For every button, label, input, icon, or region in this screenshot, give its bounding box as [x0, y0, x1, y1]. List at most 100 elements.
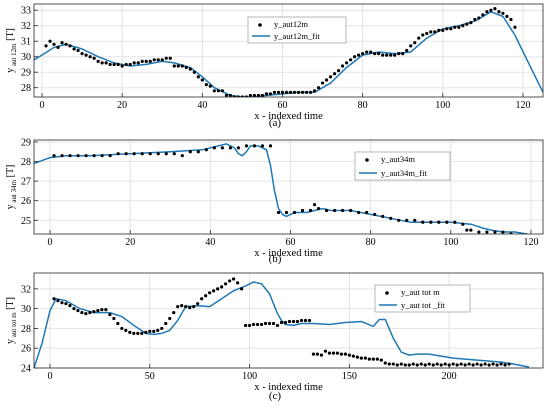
- data-point: [96, 309, 100, 313]
- legend-label-points: y_aut12m: [274, 19, 308, 29]
- data-point: [461, 222, 465, 226]
- data-point: [311, 352, 316, 356]
- data-point: [493, 230, 497, 234]
- x-tick-label: 100: [435, 100, 450, 111]
- data-point: [379, 358, 383, 362]
- y-tick-label: 28: [21, 157, 31, 168]
- data-point: [509, 17, 513, 22]
- data-point: [244, 144, 249, 148]
- legend: y_aut tot m y_aut tot _fit: [374, 284, 471, 313]
- axes-box: [33, 3, 544, 98]
- data-point: [148, 329, 152, 333]
- data-point: [208, 84, 212, 88]
- legend-marker-points: [258, 23, 262, 27]
- data-point: [292, 90, 297, 94]
- y-axis-label-sub: aut 34m: [10, 179, 18, 204]
- data-point: [483, 362, 487, 366]
- data-point: [316, 86, 321, 90]
- data-point: [104, 308, 108, 312]
- data-point: [268, 92, 273, 96]
- data-point: [100, 61, 104, 65]
- data-point: [292, 210, 297, 215]
- data-point: [501, 230, 505, 234]
- y-tick-label: 25: [21, 216, 31, 227]
- data-point: [140, 59, 144, 63]
- data-point: [495, 363, 499, 367]
- axes-box: [33, 272, 544, 369]
- x-tick-label: 120: [515, 100, 530, 111]
- data-point: [200, 78, 204, 82]
- data-point: [477, 230, 481, 234]
- legend-label-points: y_aut tot m: [401, 287, 440, 297]
- data-point: [327, 351, 332, 355]
- data-point: [437, 220, 441, 224]
- data-point: [255, 322, 260, 327]
- data-point: [357, 210, 361, 215]
- fit-line: [34, 143, 529, 234]
- data-point: [160, 326, 164, 331]
- y-tick-label: 26: [21, 196, 31, 207]
- data-point: [369, 50, 373, 54]
- data-point: [92, 154, 96, 158]
- data-point: [112, 316, 116, 321]
- data-point: [160, 58, 164, 62]
- data-point: [381, 53, 385, 57]
- x-tick-label: 100: [443, 237, 458, 248]
- data-point: [477, 16, 481, 20]
- data-point: [108, 62, 112, 67]
- data-point: [228, 279, 232, 283]
- y-axis-label-sub: aut tot m: [10, 312, 18, 339]
- data-point: [212, 289, 216, 293]
- data-area: [34, 7, 543, 97]
- data-point: [200, 297, 204, 301]
- data-point: [252, 93, 257, 97]
- data-point: [465, 22, 469, 26]
- data-point: [308, 90, 313, 94]
- data-point: [168, 56, 172, 60]
- chart-panel-2: 0 20 40 60 80 100 120 25 26 27 28 29 x - indexed tim…: [5, 137, 544, 265]
- data-point: [397, 218, 401, 222]
- data-point: [263, 321, 268, 326]
- data-point: [324, 78, 329, 82]
- data-point: [256, 93, 261, 97]
- data-area: [34, 143, 529, 234]
- y-axis-label-sub: aut 12m: [10, 43, 18, 68]
- data-point: [264, 92, 269, 96]
- data-point: [375, 357, 379, 361]
- y-tick-label: 24: [21, 364, 31, 375]
- data-point: [332, 208, 337, 213]
- data-point: [389, 216, 393, 220]
- data-point: [268, 144, 273, 148]
- data-point: [383, 361, 387, 365]
- data-point: [295, 319, 300, 324]
- data-point: [212, 89, 216, 93]
- data-point: [148, 59, 152, 63]
- y-tick-label: 29: [21, 68, 31, 79]
- data-point: [128, 62, 132, 67]
- legend: y_aut12m y_aut12m_fit: [247, 16, 347, 44]
- data-point: [196, 150, 200, 154]
- data-point: [445, 27, 449, 31]
- data-point: [84, 53, 88, 57]
- data-point: [499, 362, 503, 366]
- data-point: [220, 89, 224, 93]
- x-tick-label: 20: [117, 100, 127, 111]
- data-point: [176, 305, 180, 309]
- data-point: [88, 310, 92, 315]
- data-point: [300, 90, 305, 94]
- data-point: [196, 75, 200, 79]
- data-point: [353, 55, 357, 59]
- data-point: [455, 363, 459, 367]
- data-point: [208, 291, 212, 295]
- data-point: [152, 58, 156, 62]
- data-point: [417, 36, 421, 40]
- data-point: [64, 302, 68, 306]
- data-point: [312, 89, 317, 93]
- data-area: [34, 277, 530, 368]
- data-point: [64, 42, 68, 46]
- data-point: [445, 220, 449, 224]
- data-point: [319, 353, 324, 357]
- y-tick-label: 29: [21, 137, 31, 148]
- data-point: [299, 318, 304, 323]
- data-point: [387, 362, 391, 366]
